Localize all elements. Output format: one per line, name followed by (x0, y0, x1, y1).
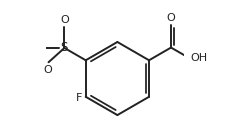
Text: O: O (60, 15, 68, 25)
Text: O: O (43, 65, 52, 75)
Text: O: O (166, 13, 175, 23)
Text: S: S (60, 41, 68, 55)
Text: F: F (75, 93, 82, 103)
Text: OH: OH (190, 53, 207, 63)
